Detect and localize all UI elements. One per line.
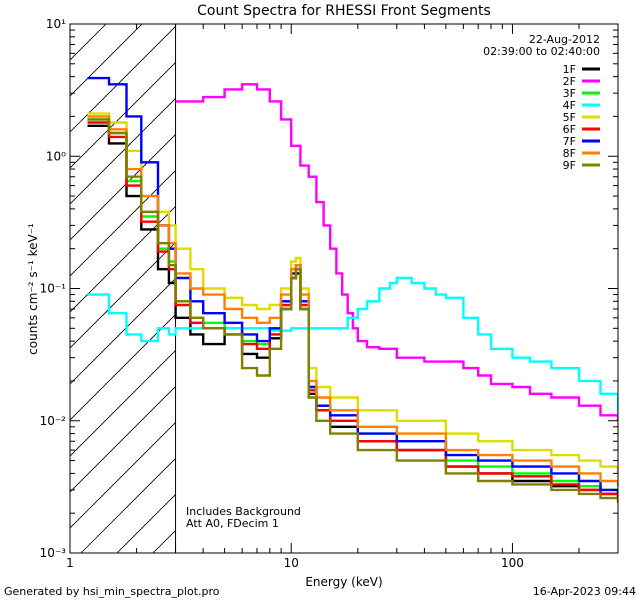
- footer-timestamp: 16-Apr-2023 09:44: [533, 585, 636, 598]
- hatch-line: [70, 277, 176, 385]
- legend-label-8F: 8F: [563, 147, 576, 160]
- x-axis-label: Energy (keV): [305, 575, 382, 589]
- series-line-2F: [175, 83, 618, 421]
- date-label: 22-Aug-2012: [529, 33, 600, 46]
- hatch-line: [70, 97, 176, 205]
- x-tick-label: 1: [66, 556, 74, 570]
- legend-label-9F: 9F: [563, 159, 576, 172]
- axis-ticks: 1 10 100 10⁻³ 10⁻² 10⁻¹ 10⁰ 10¹: [40, 17, 619, 570]
- annotation-attenuator: Att A0, FDecim 1: [186, 517, 279, 530]
- series-line-4F: [87, 276, 618, 416]
- x-tick-label: 10: [284, 556, 299, 570]
- hatch-line: [80, 457, 176, 553]
- footer-generator: Generated by hsi_min_spectra_plot.pro: [4, 585, 220, 598]
- hatch-line: [70, 241, 176, 349]
- y-tick-label: 10⁻³: [40, 546, 67, 560]
- legend-label-6F: 6F: [563, 123, 576, 136]
- legend-label-5F: 5F: [563, 111, 576, 124]
- annotation-background: Includes Background: [186, 505, 301, 518]
- series-line-5F: [87, 112, 618, 474]
- legend-label-1F: 1F: [563, 63, 576, 76]
- legend-label-2F: 2F: [563, 75, 576, 88]
- series-layer: [87, 76, 618, 503]
- legend-label-4F: 4F: [563, 99, 576, 112]
- chart-title: Count Spectra for RHESSI Front Segments: [197, 3, 491, 19]
- hatch-line: [70, 421, 176, 529]
- y-tick-label: 10⁻²: [40, 414, 67, 428]
- hatch-line: [70, 205, 176, 313]
- series-line-9F: [87, 118, 618, 503]
- y-axis-label: counts cm⁻² s⁻¹ keV⁻¹: [26, 223, 40, 355]
- y-tick-label: 10⁻¹: [40, 282, 67, 296]
- y-tick-label: 10⁰: [46, 149, 66, 163]
- hatch-line: [70, 385, 176, 493]
- hatch-line: [70, 25, 176, 133]
- legend-label-7F: 7F: [563, 135, 576, 148]
- legend-label-3F: 3F: [563, 87, 576, 100]
- x-tick-label: 100: [501, 556, 524, 570]
- y-tick-label: 10¹: [46, 17, 66, 31]
- series-line-8F: [87, 115, 618, 487]
- time-range-label: 02:39:00 to 02:40:00: [483, 45, 600, 58]
